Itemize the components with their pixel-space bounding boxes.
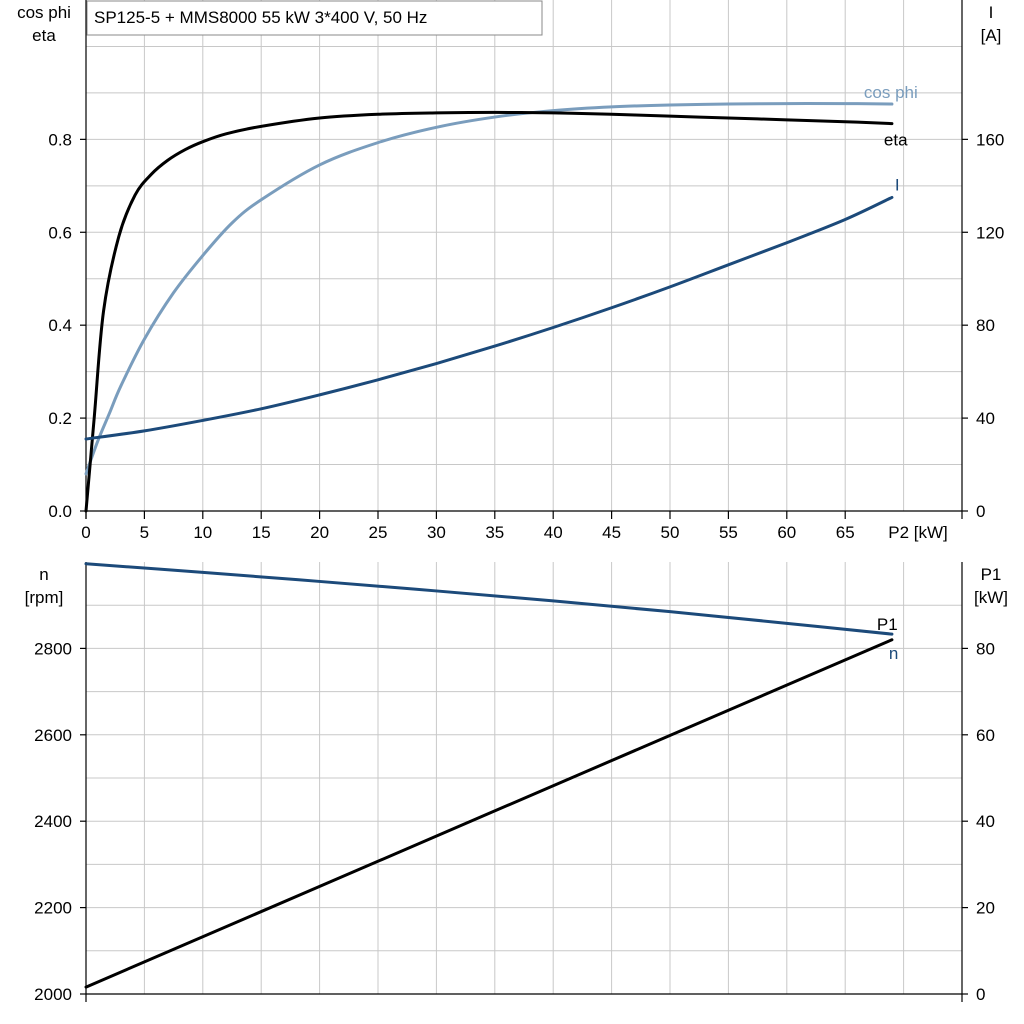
series-label-i: I [895, 175, 900, 194]
x-tick-label: 30 [427, 523, 446, 542]
bottom-right-tick-label: 80 [976, 639, 995, 658]
x-tick-label: 10 [193, 523, 212, 542]
x-tick-label: 55 [719, 523, 738, 542]
x-tick-label: 0 [81, 523, 90, 542]
series-n-line [84, 562, 894, 636]
bottom-left-tick-label: 2200 [34, 899, 72, 918]
top-right-tick-label: 120 [976, 223, 1004, 242]
bottom-left-tick-label: 2800 [34, 639, 72, 658]
bottom-right-axis-title: [kW] [974, 588, 1008, 607]
bottom-left-tick-label: 2600 [34, 726, 72, 745]
x-tick-label: 15 [252, 523, 271, 542]
chart-title: SP125-5 + MMS8000 55 kW 3*400 V, 50 Hz [94, 8, 427, 27]
bottom-right-tick-label: 40 [976, 812, 995, 831]
top-right-tick-label: 80 [976, 316, 995, 335]
bottom-right-tick-label: 20 [976, 899, 995, 918]
x-tick-label: 45 [602, 523, 621, 542]
top-left-tick-label: 0.2 [48, 409, 72, 428]
bottom-right-tick-label: 0 [976, 985, 985, 1004]
series-label-cos-phi: cos phi [864, 83, 918, 102]
series-cos-phi-line [84, 102, 894, 476]
x-tick-label: 65 [836, 523, 855, 542]
series-eta-line [84, 110, 894, 513]
x-tick-label: 50 [661, 523, 680, 542]
bottom-right-tick-label: 60 [976, 726, 995, 745]
x-axis-title: P2 [kW] [888, 523, 948, 542]
series-label-p1: P1 [877, 615, 898, 634]
top-left-tick-label: 0.6 [48, 223, 72, 242]
bottom-right-axis-title: P1 [981, 565, 1002, 584]
x-tick-label: 25 [369, 523, 388, 542]
x-tick-label: 5 [140, 523, 149, 542]
chart-title-box [86, 0, 543, 36]
x-tick-label: 20 [310, 523, 329, 542]
upper-chart-panel: 0.0 0.2 0.4 0.6 0.8 0 40 80 120 160 cos phi eta I [A]… [17, 0, 1004, 542]
series-p1-line [84, 638, 894, 989]
top-left-tick-label: 0.0 [48, 502, 72, 521]
top-right-axis-title: I [989, 3, 994, 22]
top-left-axis-title: cos phi [17, 3, 71, 22]
x-tick-label: 35 [485, 523, 504, 542]
x-tick-label: 60 [777, 523, 796, 542]
bottom-left-tick-label: 2400 [34, 812, 72, 831]
series-label-n: n [889, 644, 898, 663]
top-left-tick-label: 0.8 [48, 130, 72, 149]
series-label-eta: eta [884, 131, 908, 150]
lower-chart-panel: 2000 2200 2400 2600 2800 0 20 40 60 80 n [rpm] P1 [kW… [25, 562, 1008, 1004]
top-right-tick-label: 160 [976, 130, 1004, 149]
series-i-line [84, 195, 894, 441]
bottom-left-axis-title: n [39, 565, 48, 584]
top-left-tick-label: 0.4 [48, 316, 72, 335]
bottom-left-axis-title: [rpm] [25, 588, 64, 607]
top-right-tick-label: 0 [976, 502, 985, 521]
top-right-tick-label: 40 [976, 409, 995, 428]
x-tick-label: 40 [544, 523, 563, 542]
top-left-axis-title: eta [32, 26, 56, 45]
bottom-left-tick-label: 2000 [34, 985, 72, 1004]
top-right-axis-title: [A] [981, 26, 1002, 45]
